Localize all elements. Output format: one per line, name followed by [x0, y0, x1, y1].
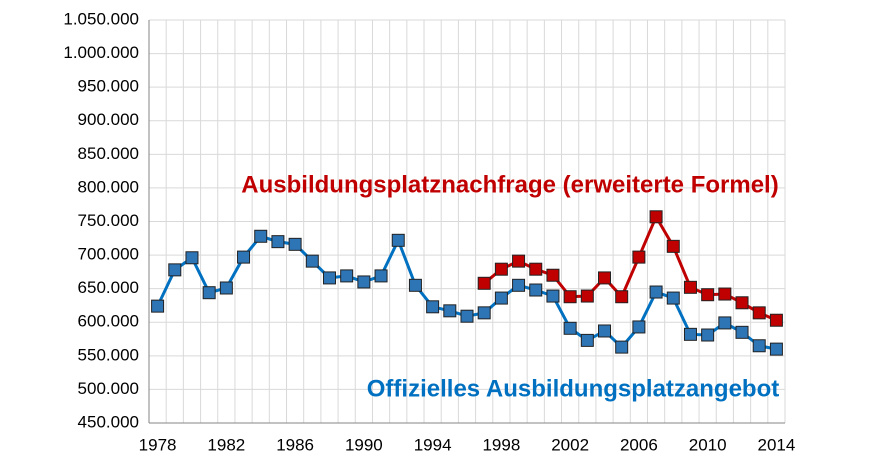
marker	[615, 340, 629, 354]
y-tick-label: 950.000	[78, 77, 139, 96]
marker	[340, 269, 354, 283]
x-tick-label: 1990	[345, 435, 383, 454]
marker	[752, 339, 766, 353]
marker	[254, 229, 268, 243]
marker	[563, 290, 577, 304]
marker	[649, 210, 663, 224]
marker	[649, 285, 663, 299]
marker	[718, 287, 732, 301]
marker	[580, 333, 594, 347]
marker	[769, 342, 783, 356]
marker	[305, 254, 319, 268]
x-tick-label: 2010	[689, 435, 727, 454]
series-label: Ausbildungsplatznachfrage (erweiterte Fo…	[241, 171, 778, 198]
y-tick-label: 450.000	[78, 412, 139, 431]
marker	[460, 309, 474, 323]
x-tick-label: 1994	[414, 435, 452, 454]
marker	[271, 235, 285, 249]
y-tick-label: 1.000.000	[63, 43, 139, 62]
marker	[288, 237, 302, 251]
y-tick-label: 650.000	[78, 278, 139, 297]
y-tick-label: 1.050.000	[63, 9, 139, 28]
series-label: Offizielles Ausbildungsplatzangebot	[367, 375, 779, 402]
marker	[666, 291, 680, 305]
marker	[391, 233, 405, 247]
y-tick-label: 850.000	[78, 144, 139, 163]
marker	[735, 296, 749, 310]
x-tick-label: 2002	[551, 435, 589, 454]
marker	[598, 324, 612, 338]
marker	[322, 271, 336, 285]
marker	[202, 286, 216, 300]
marker	[769, 313, 783, 327]
x-tick-label: 2014	[757, 435, 795, 454]
marker	[219, 281, 233, 295]
marker	[426, 300, 440, 314]
y-tick-label: 500.000	[78, 379, 139, 398]
marker	[151, 299, 165, 313]
marker	[168, 263, 182, 277]
x-tick-label: 1998	[482, 435, 520, 454]
marker	[494, 291, 508, 305]
marker	[546, 289, 560, 303]
x-tick-label: 1982	[207, 435, 245, 454]
marker	[563, 321, 577, 335]
series-line	[156, 234, 777, 351]
marker	[701, 328, 715, 342]
marker	[615, 290, 629, 304]
marker	[477, 276, 491, 290]
marker	[529, 262, 543, 276]
marker	[752, 306, 766, 320]
marker	[494, 262, 508, 276]
y-tick-label: 600.000	[78, 312, 139, 331]
marker	[408, 278, 422, 292]
marker	[477, 306, 491, 320]
marker	[580, 289, 594, 303]
marker	[598, 271, 612, 285]
marker	[632, 250, 646, 264]
x-tick-label: 2006	[620, 435, 658, 454]
marker	[512, 254, 526, 268]
x-tick-label: 1978	[139, 435, 177, 454]
marker	[632, 320, 646, 334]
y-tick-label: 550.000	[78, 345, 139, 364]
marker	[357, 275, 371, 289]
marker	[666, 239, 680, 253]
y-tick-label: 750.000	[78, 211, 139, 230]
marker	[529, 283, 543, 297]
marker	[718, 316, 732, 330]
y-tick-label: 900.000	[78, 110, 139, 129]
marker	[683, 327, 697, 341]
marker	[735, 325, 749, 339]
marker	[237, 250, 251, 264]
marker	[546, 268, 560, 282]
marker	[683, 280, 697, 294]
marker	[185, 251, 199, 265]
x-tick-label: 1986	[276, 435, 314, 454]
marker	[701, 288, 715, 302]
y-tick-label: 800.000	[78, 177, 139, 196]
marker	[443, 304, 457, 318]
marker	[512, 278, 526, 292]
y-tick-label: 700.000	[78, 245, 139, 264]
marker	[374, 269, 388, 283]
